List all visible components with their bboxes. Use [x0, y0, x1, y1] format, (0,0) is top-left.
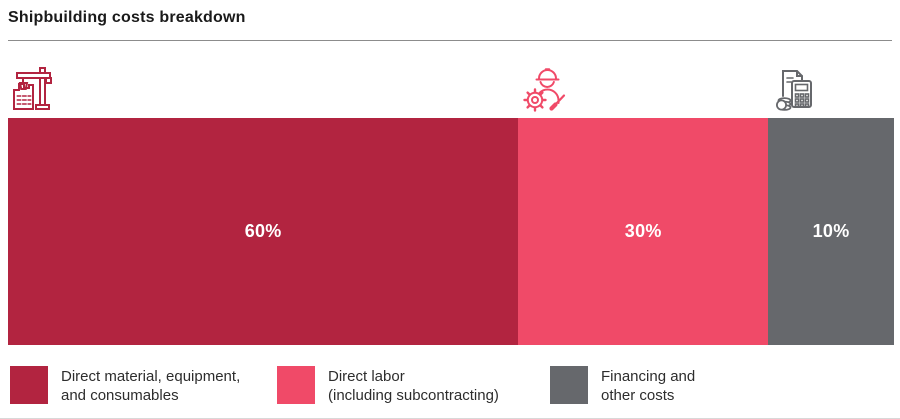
- legend-label: Financing and other costs: [601, 366, 695, 405]
- legend-label-line: Direct labor: [328, 368, 405, 385]
- legend-swatch: [550, 366, 588, 404]
- crane-building-icon: [10, 64, 60, 114]
- legend-item-financing-other: Financing and other costs: [550, 366, 695, 405]
- segment-direct-labor: 30%: [518, 118, 769, 345]
- legend-label: Direct material, equipment, and consumab…: [61, 366, 240, 405]
- legend-label-line: (including subcontracting): [328, 387, 499, 404]
- page-title: Shipbuilding costs breakdown: [8, 9, 246, 26]
- legend-swatch: [10, 366, 48, 404]
- worker-gear-icon: [520, 64, 570, 114]
- legend-label-line: other costs: [601, 387, 675, 404]
- document-calculator-coins-icon: [770, 64, 820, 114]
- segment-value-label: 30%: [624, 221, 662, 241]
- segment-financing-other: 10%: [768, 118, 894, 345]
- legend-swatch: [277, 366, 315, 404]
- title-divider: [8, 40, 892, 41]
- stacked-bar: 60% 30% 10%: [8, 118, 894, 345]
- legend-label-line: Financing and: [601, 368, 696, 385]
- segment-value-label: 10%: [812, 221, 850, 241]
- legend-label-line: and consumables: [61, 387, 179, 404]
- legend-item-direct-material: Direct material, equipment, and consumab…: [10, 366, 240, 405]
- segment-value-label: 60%: [244, 221, 282, 241]
- segment-direct-material: 60%: [8, 118, 519, 345]
- legend-label: Direct labor (including subcontracting): [328, 366, 499, 405]
- legend-label-line: Direct material, equipment,: [61, 368, 241, 385]
- legend-item-direct-labor: Direct labor (including subcontracting): [277, 366, 499, 405]
